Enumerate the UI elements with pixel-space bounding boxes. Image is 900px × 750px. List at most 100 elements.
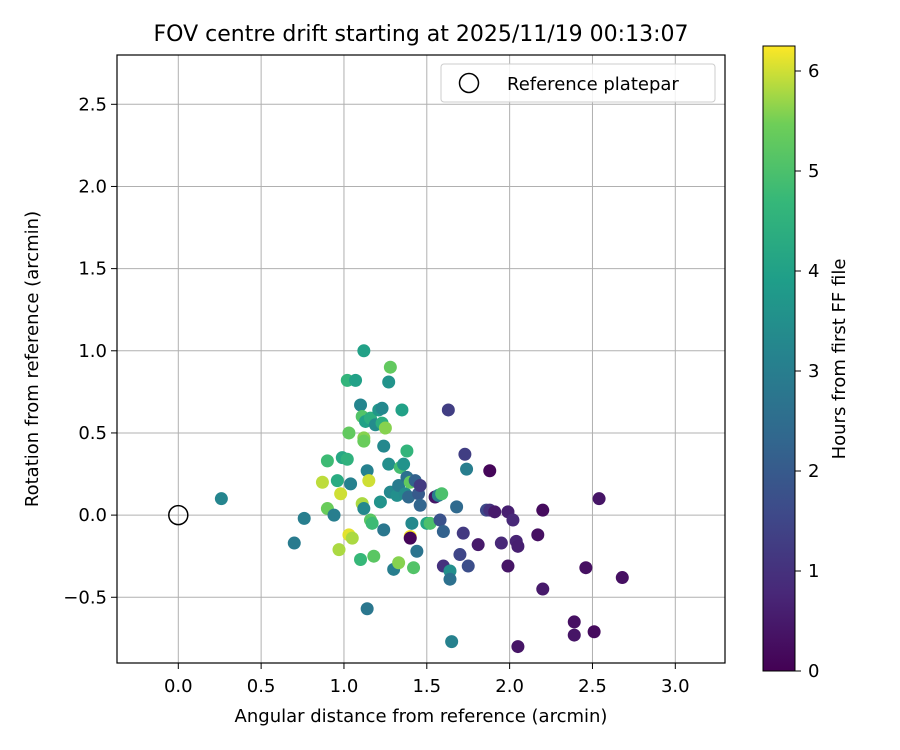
scatter-point [377, 523, 391, 537]
scatter-point [531, 528, 545, 542]
scatter-point [579, 561, 593, 575]
x-tick-label: 1.0 [330, 676, 359, 697]
scatter-point [334, 487, 348, 501]
scatter-points [214, 344, 629, 654]
scatter-point [450, 500, 464, 514]
y-tick-label: 0.0 [78, 505, 107, 526]
scatter-point [445, 635, 459, 649]
scatter-point [413, 498, 427, 512]
scatter-point [413, 479, 427, 493]
scatter-point [357, 502, 371, 516]
scatter-point [360, 464, 374, 478]
scatter-point [400, 444, 414, 458]
scatter-point [365, 516, 379, 530]
scatter-point [354, 398, 368, 412]
scatter-point [488, 505, 502, 519]
scatter-point [354, 552, 368, 566]
y-tick-label: 2.5 [78, 94, 107, 115]
scatter-point [377, 439, 391, 453]
scatter-point [357, 344, 371, 358]
scatter-point [342, 426, 356, 440]
colorbar-tick-label: 6 [808, 61, 819, 82]
scatter-point [214, 492, 228, 506]
scatter-point [407, 561, 421, 575]
y-tick-label: 2.0 [78, 176, 107, 197]
scatter-point [332, 543, 346, 557]
scatter-point [382, 375, 396, 389]
scatter-point [483, 464, 497, 478]
y-tick-label: 1.5 [78, 259, 107, 280]
scatter-point [567, 628, 581, 642]
scatter-point [456, 526, 470, 540]
colorbar-gradient [762, 45, 796, 672]
x-axis-label: Angular distance from reference (arcmin) [235, 706, 608, 727]
scatter-point [357, 434, 371, 448]
reference-platepar-marker [168, 504, 189, 526]
scatter-point [536, 503, 550, 517]
scatter-point [511, 539, 525, 553]
scatter-point [402, 490, 416, 504]
scatter-point [592, 492, 606, 506]
scatter-point [287, 536, 301, 550]
scatter-point [435, 487, 449, 501]
colorbar: 0 1 2 3 4 5 6 Hours from first FF file [762, 45, 850, 682]
scatter-point [373, 495, 387, 509]
y-tick-label: −0.5 [63, 587, 107, 608]
scatter-point [367, 549, 381, 563]
scatter-point [536, 582, 550, 596]
scatter-point [397, 457, 411, 471]
scatter-point [320, 454, 334, 468]
scatter-point [458, 447, 472, 461]
legend-label: Reference platepar [507, 74, 679, 95]
x-tick-label: 1.5 [412, 676, 441, 697]
scatter-point [443, 572, 457, 586]
scatter-point [375, 401, 389, 415]
scatter-point [410, 544, 424, 558]
legend: Reference platepar [440, 63, 716, 103]
scatter-point [395, 403, 409, 417]
scatter-point [405, 516, 419, 530]
colorbar-label: Hours from first FF file [829, 259, 850, 460]
scatter-point [461, 559, 475, 573]
scatter-point [383, 360, 397, 374]
scatter-point [344, 477, 358, 491]
legend-reference-marker [458, 72, 480, 94]
scatter-point [471, 538, 485, 552]
scatter-point [360, 602, 374, 616]
scatter-point [349, 373, 363, 387]
scatter-point [501, 559, 515, 573]
colorbar-ticks: 0 1 2 3 4 5 6 [795, 61, 819, 682]
scatter-point [567, 615, 581, 629]
x-axis-ticks: 0.0 0.5 1.0 1.5 2.0 2.5 3.0 [164, 663, 690, 697]
scatter-point [403, 531, 417, 545]
scatter-point [615, 571, 629, 585]
scatter-point [362, 474, 376, 488]
scatter-point [587, 625, 601, 639]
x-tick-label: 0.5 [247, 676, 276, 697]
scatter-point [453, 548, 467, 562]
scatter-point [330, 474, 344, 488]
colorbar-tick-label: 0 [808, 661, 819, 682]
grid-lines [117, 55, 725, 663]
scatter-point [382, 457, 396, 471]
scatter-point [378, 421, 392, 435]
scatter-point [297, 511, 311, 525]
y-tick-label: 0.5 [78, 423, 107, 444]
scatter-point [436, 525, 450, 539]
scatter-point [327, 508, 341, 522]
y-axis-label: Rotation from reference (arcmin) [22, 211, 43, 507]
reference-marker-group [168, 504, 189, 526]
scatter-point [423, 516, 437, 530]
scatter-point [345, 531, 359, 545]
colorbar-tick-label: 2 [808, 461, 819, 482]
scatter-point [506, 513, 520, 527]
colorbar-tick-label: 4 [808, 261, 819, 282]
colorbar-tick-label: 5 [808, 161, 819, 182]
x-tick-label: 0.0 [164, 676, 193, 697]
chart-title: FOV centre drift starting at 2025/11/19 … [154, 22, 689, 47]
scatter-point [433, 513, 447, 527]
scatter-point [315, 475, 329, 489]
scatter-point [340, 452, 354, 466]
scatter-point [392, 556, 406, 570]
